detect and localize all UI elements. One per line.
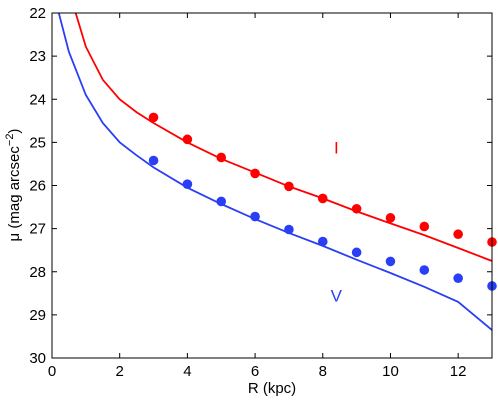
series-i-point <box>419 221 430 232</box>
series-i-point <box>385 213 396 223</box>
x-tick-label: 0 <box>48 363 56 380</box>
y-tick-label: 30 <box>29 350 46 367</box>
x-tick-label: 12 <box>450 363 467 380</box>
y-tick-label: 25 <box>29 134 46 151</box>
y-tick-label: 29 <box>29 307 46 324</box>
series-v-point <box>317 236 328 247</box>
x-tick-label: 8 <box>319 363 327 380</box>
x-axis-label: R (kpc) <box>248 380 296 397</box>
series-i-point <box>284 181 294 192</box>
y-tick-label: 27 <box>29 221 46 238</box>
y-tick-label: 26 <box>29 178 46 195</box>
y-tick-label: 22 <box>29 5 46 22</box>
point-layer <box>148 112 497 291</box>
series-i-point <box>351 203 362 214</box>
series-i-point <box>453 229 463 240</box>
y-axis-label-superscript: −2 <box>4 134 16 147</box>
series-v-point <box>385 256 396 267</box>
y-tick-label: 24 <box>29 91 46 108</box>
y-axis-label-main: μ (mag arcsec <box>6 146 23 242</box>
series-v-point <box>419 265 430 275</box>
series-v-point <box>351 247 362 258</box>
x-tick-label: 6 <box>251 363 259 380</box>
series-v-label: V <box>331 287 343 306</box>
series-v-point <box>182 179 193 190</box>
y-axis-label-close: ) <box>6 129 23 134</box>
series-v-point <box>453 273 463 284</box>
series-i-point <box>148 112 159 123</box>
series-i-point <box>216 152 227 163</box>
tick-layer <box>51 12 492 359</box>
series-v-point <box>216 196 227 207</box>
plot-background <box>52 13 492 358</box>
series-v-point <box>148 155 159 166</box>
series-v-point <box>284 224 294 235</box>
x-tick-label: 10 <box>382 363 399 380</box>
series-v-point <box>250 211 260 222</box>
x-tick-label: 4 <box>183 363 191 380</box>
y-tick-label: 23 <box>29 48 46 65</box>
series-i-point <box>182 134 193 145</box>
series-i-point <box>317 193 328 204</box>
y-axis-label: μ (mag arcsec−2) <box>4 129 23 242</box>
x-tick-label: 2 <box>116 363 124 380</box>
y-tick-label: 28 <box>29 264 46 281</box>
series-i-label: I <box>334 138 339 157</box>
series-i-point <box>250 168 260 179</box>
series-i-fit-line <box>74 13 492 262</box>
